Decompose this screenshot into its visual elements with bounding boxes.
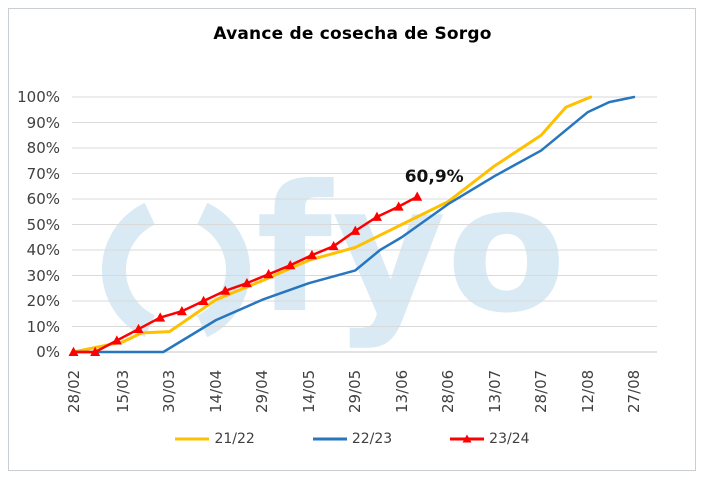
x-tick-label: 27/08	[625, 369, 643, 413]
series-marker-triangle	[68, 346, 79, 356]
y-tick-label: 70%	[26, 164, 60, 183]
series-marker-triangle	[263, 269, 274, 279]
series-marker-triangle	[241, 277, 252, 288]
series-marker-triangle	[176, 306, 187, 316]
series-line-23-24	[72, 195, 419, 354]
y-tick-label: 40%	[26, 241, 60, 259]
x-tick-label: 13/07	[485, 369, 504, 413]
x-tick-label: 12/08	[578, 369, 597, 413]
series-marker-triangle	[90, 346, 101, 356]
y-tick-label: 80%	[26, 139, 60, 157]
y-tick-label: 10%	[26, 317, 60, 336]
y-tick-label: 100%	[17, 88, 60, 106]
y-tick-label: 30%	[26, 266, 60, 285]
legend-label: 22/23	[351, 431, 393, 447]
y-tick-label: 60%	[26, 190, 60, 208]
legend-item-22-23: 22/23	[312, 431, 393, 447]
series-marker-triangle	[393, 201, 404, 211]
x-tick-label: 28/02	[64, 369, 83, 413]
x-tick-label: 28/06	[439, 369, 458, 413]
series-line-21-22	[72, 95, 593, 354]
x-tick-label: 15/03	[114, 369, 133, 413]
x-tick-label: 14/04	[206, 369, 225, 413]
series-marker-triangle	[133, 323, 144, 334]
legend-item-21-22: 21/22	[175, 431, 255, 447]
y-tick-label: 0%	[36, 343, 60, 361]
series-marker-triangle	[371, 211, 382, 221]
series-marker-triangle	[111, 335, 122, 345]
y-tick-label: 20%	[26, 292, 60, 310]
chart-title: Avance de cosecha de Sorgo	[213, 24, 492, 44]
legend-item-23-24: 23/24	[450, 431, 530, 447]
legend-label: 23/24	[489, 431, 530, 447]
series-line-22-23	[72, 95, 636, 354]
legend-swatch	[450, 434, 485, 443]
annotation-last-value: 60,9%	[404, 166, 464, 187]
x-tick-label: 30/03	[160, 369, 179, 413]
legend: 21/22 22/23 23/24	[0, 428, 705, 450]
legend-swatch	[175, 437, 210, 441]
series-marker-triangle	[285, 260, 296, 270]
legend-swatch	[312, 437, 347, 441]
y-tick-label: 90%	[26, 113, 60, 132]
series-marker-triangle	[412, 191, 423, 201]
legend-label: 21/22	[214, 431, 255, 447]
x-tick-label: 28/07	[532, 369, 551, 413]
y-tick-label: 50%	[26, 215, 60, 234]
series-marker-triangle	[220, 285, 231, 295]
series-marker-triangle	[328, 240, 339, 251]
series-marker-triangle	[198, 295, 209, 305]
series-marker-triangle	[306, 249, 317, 260]
series-marker-triangle	[350, 225, 361, 235]
x-tick-label: 29/05	[346, 369, 365, 413]
x-tick-label: 14/05	[299, 369, 318, 413]
x-tick-label: 29/04	[253, 369, 272, 413]
series-marker-triangle	[155, 312, 166, 322]
x-tick-label: 13/06	[392, 369, 411, 413]
